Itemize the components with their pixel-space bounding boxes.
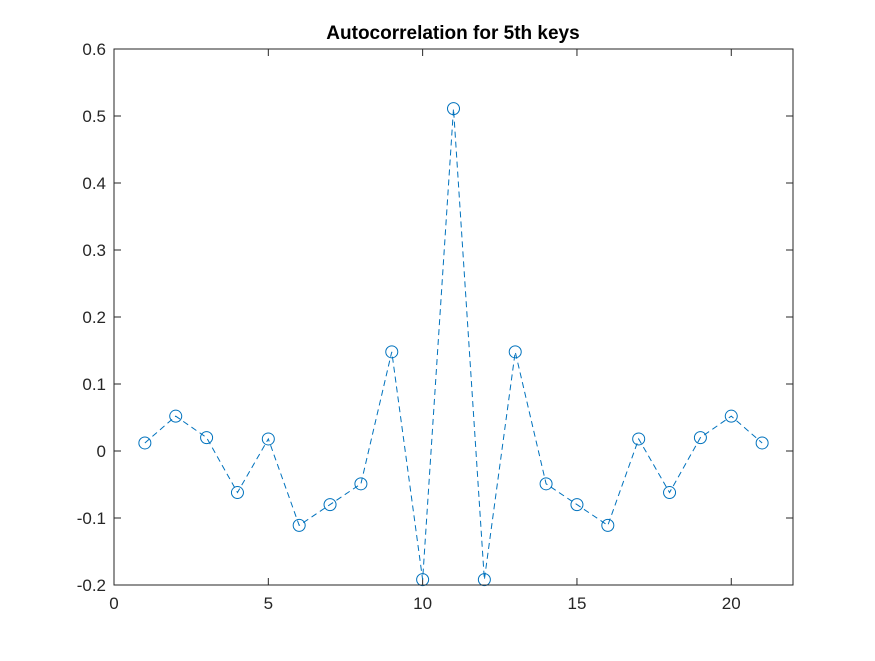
data-point-marker [261, 432, 275, 446]
x-tick-label: 0 [109, 594, 118, 613]
x-tick-label: 20 [722, 594, 741, 613]
ticks-layer: 0 5 10 15 20 -0.2 -0.1 0 0.1 0.2 0.3 0.4 0.5 0.6 [77, 40, 793, 613]
data-point-marker [539, 477, 553, 491]
x-tick-label: 5 [264, 594, 273, 613]
data-point-marker [477, 573, 491, 587]
data-point-marker [724, 409, 738, 423]
x-tick-label: 15 [567, 594, 586, 613]
data-point-marker [169, 409, 183, 423]
chart-title: Autocorrelation for 5th keys [326, 23, 579, 44]
y-tick-label: 0.4 [82, 174, 106, 193]
y-tick-label: -0.2 [77, 576, 106, 595]
x-tick-label: 10 [413, 594, 432, 613]
axes-box [113, 48, 794, 586]
data-point-marker [138, 436, 152, 450]
y-tick-label: -0.1 [77, 509, 106, 528]
y-tick-label: 0 [97, 442, 106, 461]
data-point-marker [292, 518, 306, 532]
y-tick-label: 0.6 [82, 40, 106, 59]
data-point-marker [354, 477, 368, 491]
y-tick-label: 0.2 [82, 308, 106, 327]
y-tick-label: 0.1 [82, 375, 106, 394]
data-point-marker [323, 498, 337, 512]
data-point-marker [570, 498, 584, 512]
data-point-marker [693, 431, 707, 445]
series-line [144, 108, 763, 580]
data-point-marker [200, 431, 214, 445]
data-point-marker [601, 518, 615, 532]
data-point-marker [416, 573, 430, 587]
plot-area-background [114, 49, 793, 585]
data-point-marker [663, 486, 677, 500]
data-point-marker [230, 486, 244, 500]
y-tick-label: 0.5 [82, 107, 106, 126]
data-point-marker [508, 345, 522, 359]
data-point-marker [447, 102, 460, 116]
y-tick-label: 0.3 [82, 241, 106, 260]
data-point-marker [632, 432, 646, 446]
data-point-marker [755, 436, 769, 450]
data-point-marker [385, 345, 399, 359]
series-layer [138, 102, 769, 587]
